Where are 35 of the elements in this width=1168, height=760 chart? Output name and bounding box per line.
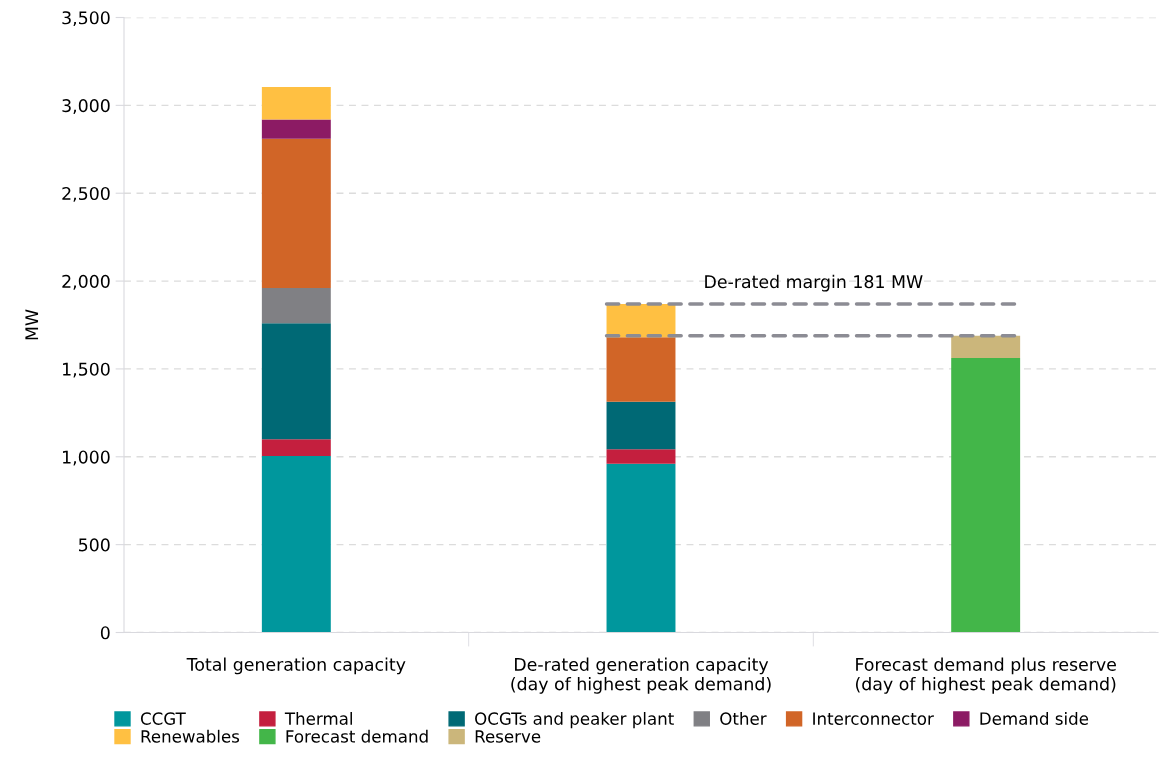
- y-tick-label: 1,000: [63, 450, 110, 466]
- bar: [261, 119, 331, 139]
- legend-label: Interconnector: [813, 712, 934, 725]
- bar: [261, 455, 331, 633]
- bar: [261, 288, 331, 324]
- bar: [606, 463, 676, 633]
- y-tick-label: 2,000: [62, 274, 110, 290]
- y-tick-label: 0: [100, 626, 110, 640]
- y-tick-label: 500: [79, 538, 110, 552]
- bar: [951, 335, 1021, 359]
- bar: [261, 86, 331, 120]
- bar: [261, 439, 331, 456]
- y-tick-label: 1,500: [63, 362, 110, 378]
- y-tick-label: 3,000: [62, 99, 110, 114]
- legend-label: Reserve: [475, 730, 541, 743]
- legend-label: Forecast demand: [286, 729, 428, 743]
- bar: [261, 323, 331, 440]
- x-tick-label: Total generation capacity: [186, 657, 406, 675]
- x-tick-label: Forecast demand plus reserve (day of highest peak demand): [855, 657, 1116, 694]
- bar: [261, 138, 331, 289]
- bar: [951, 358, 1021, 633]
- legend-label: Other: [720, 712, 767, 725]
- legend-label: Renewables: [141, 729, 240, 743]
- bar: [606, 401, 676, 450]
- bar: [606, 337, 676, 402]
- x-tick-label: De-rated generation capacity (day of highest peak demand): [511, 657, 771, 694]
- y-axis-title: MW: [25, 309, 39, 340]
- legend-label: CCGT: [140, 712, 186, 725]
- bar: [606, 449, 676, 464]
- y-tick-label: 2,500: [62, 186, 110, 202]
- legend-label: OCGTs and peaker plant: [475, 712, 674, 729]
- legend-label: Demand side: [980, 712, 1089, 725]
- legend-label: Thermal: [284, 712, 352, 725]
- ref-line-label: De-rated margin 181 MW: [705, 274, 923, 292]
- y-tick-label: 3,500: [62, 11, 110, 27]
